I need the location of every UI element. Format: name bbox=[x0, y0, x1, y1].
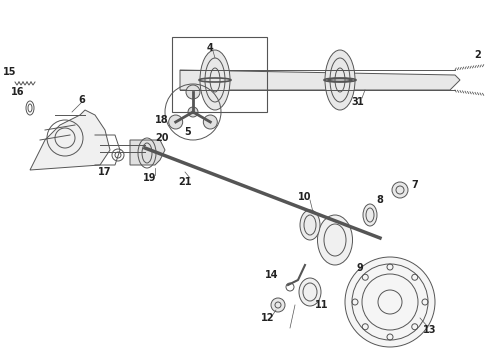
Text: 4: 4 bbox=[207, 43, 213, 53]
Ellipse shape bbox=[363, 204, 377, 226]
Circle shape bbox=[345, 257, 435, 347]
Text: 21: 21 bbox=[178, 177, 192, 187]
Text: 5: 5 bbox=[185, 127, 192, 137]
Text: 13: 13 bbox=[423, 325, 437, 335]
Text: 20: 20 bbox=[155, 133, 169, 143]
Circle shape bbox=[186, 85, 200, 99]
Text: 11: 11 bbox=[315, 300, 329, 310]
Ellipse shape bbox=[299, 278, 321, 306]
Circle shape bbox=[203, 115, 218, 129]
Bar bbox=[172, 37, 267, 112]
Ellipse shape bbox=[300, 210, 320, 240]
Circle shape bbox=[188, 107, 198, 117]
Circle shape bbox=[271, 298, 285, 312]
Text: 3: 3 bbox=[352, 97, 358, 107]
Text: 12: 12 bbox=[261, 313, 275, 323]
Ellipse shape bbox=[200, 50, 230, 110]
Text: 8: 8 bbox=[376, 195, 384, 205]
Text: 6: 6 bbox=[78, 95, 85, 105]
Text: 16: 16 bbox=[11, 87, 25, 97]
Text: 19: 19 bbox=[143, 173, 157, 183]
Ellipse shape bbox=[141, 147, 155, 157]
Text: 2: 2 bbox=[475, 50, 481, 60]
Text: 18: 18 bbox=[155, 115, 169, 125]
Polygon shape bbox=[30, 110, 110, 170]
Text: 7: 7 bbox=[412, 180, 418, 190]
Ellipse shape bbox=[325, 50, 355, 110]
Circle shape bbox=[392, 182, 408, 198]
Text: 10: 10 bbox=[298, 192, 312, 202]
Text: 1: 1 bbox=[357, 97, 364, 107]
Text: 15: 15 bbox=[3, 67, 17, 77]
Circle shape bbox=[169, 115, 183, 129]
Polygon shape bbox=[130, 140, 165, 165]
Polygon shape bbox=[180, 70, 460, 90]
Ellipse shape bbox=[318, 215, 352, 265]
Text: 17: 17 bbox=[98, 167, 112, 177]
Text: 9: 9 bbox=[357, 263, 364, 273]
Text: 14: 14 bbox=[265, 270, 279, 280]
